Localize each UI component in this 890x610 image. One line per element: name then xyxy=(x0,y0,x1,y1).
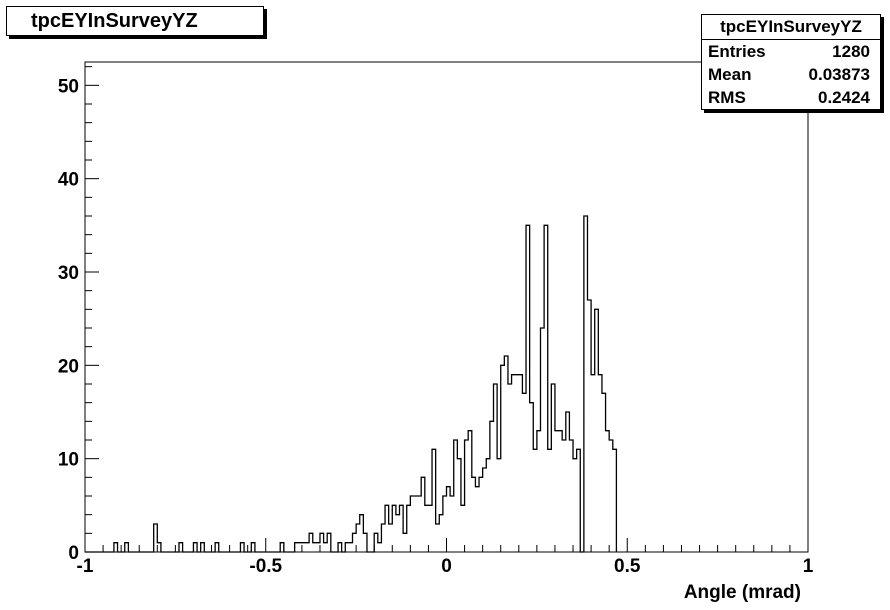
stats-row-mean: Mean 0.03873 xyxy=(702,63,880,86)
y-tick-label: 30 xyxy=(58,263,79,284)
y-tick-label: 10 xyxy=(58,450,79,471)
plot-frame xyxy=(84,61,809,553)
stats-label: RMS xyxy=(708,88,746,107)
stats-row-entries: Entries 1280 xyxy=(702,40,880,63)
stats-value: 0.2424 xyxy=(818,88,870,107)
y-tick-label: 50 xyxy=(58,76,79,97)
y-tick-labels: 0 10 20 30 40 50 xyxy=(58,76,79,564)
histogram-line xyxy=(85,215,618,553)
x-tick-label: 0.5 xyxy=(614,556,641,577)
histogram-title: tpcEYInSurveyYZ xyxy=(6,6,264,36)
y-tick-label: 0 xyxy=(68,543,79,564)
stats-row-rms: RMS 0.2424 xyxy=(702,86,880,109)
x-tick-label: -1 xyxy=(77,556,94,577)
y-tick-label: 40 xyxy=(58,170,79,191)
x-tick-label: 0 xyxy=(441,556,452,577)
stats-box: tpcEYInSurveyYZ Entries 1280 Mean 0.0387… xyxy=(701,14,881,110)
stats-value: 1280 xyxy=(832,42,870,61)
x-tick-label: 1 xyxy=(803,556,814,577)
x-tick-labels: -1 -0.5 0 0.5 1 xyxy=(77,556,814,577)
x-axis-title: Angle (mrad) xyxy=(684,582,801,603)
title-text: tpcEYInSurveyYZ xyxy=(31,9,198,32)
stats-name: tpcEYInSurveyYZ xyxy=(702,15,880,40)
stats-label: Mean xyxy=(708,65,752,84)
stats-value: 0.03873 xyxy=(808,65,870,84)
x-tick-label: -0.5 xyxy=(249,556,282,577)
y-tick-label: 20 xyxy=(58,356,79,377)
stats-label: Entries xyxy=(708,42,766,61)
